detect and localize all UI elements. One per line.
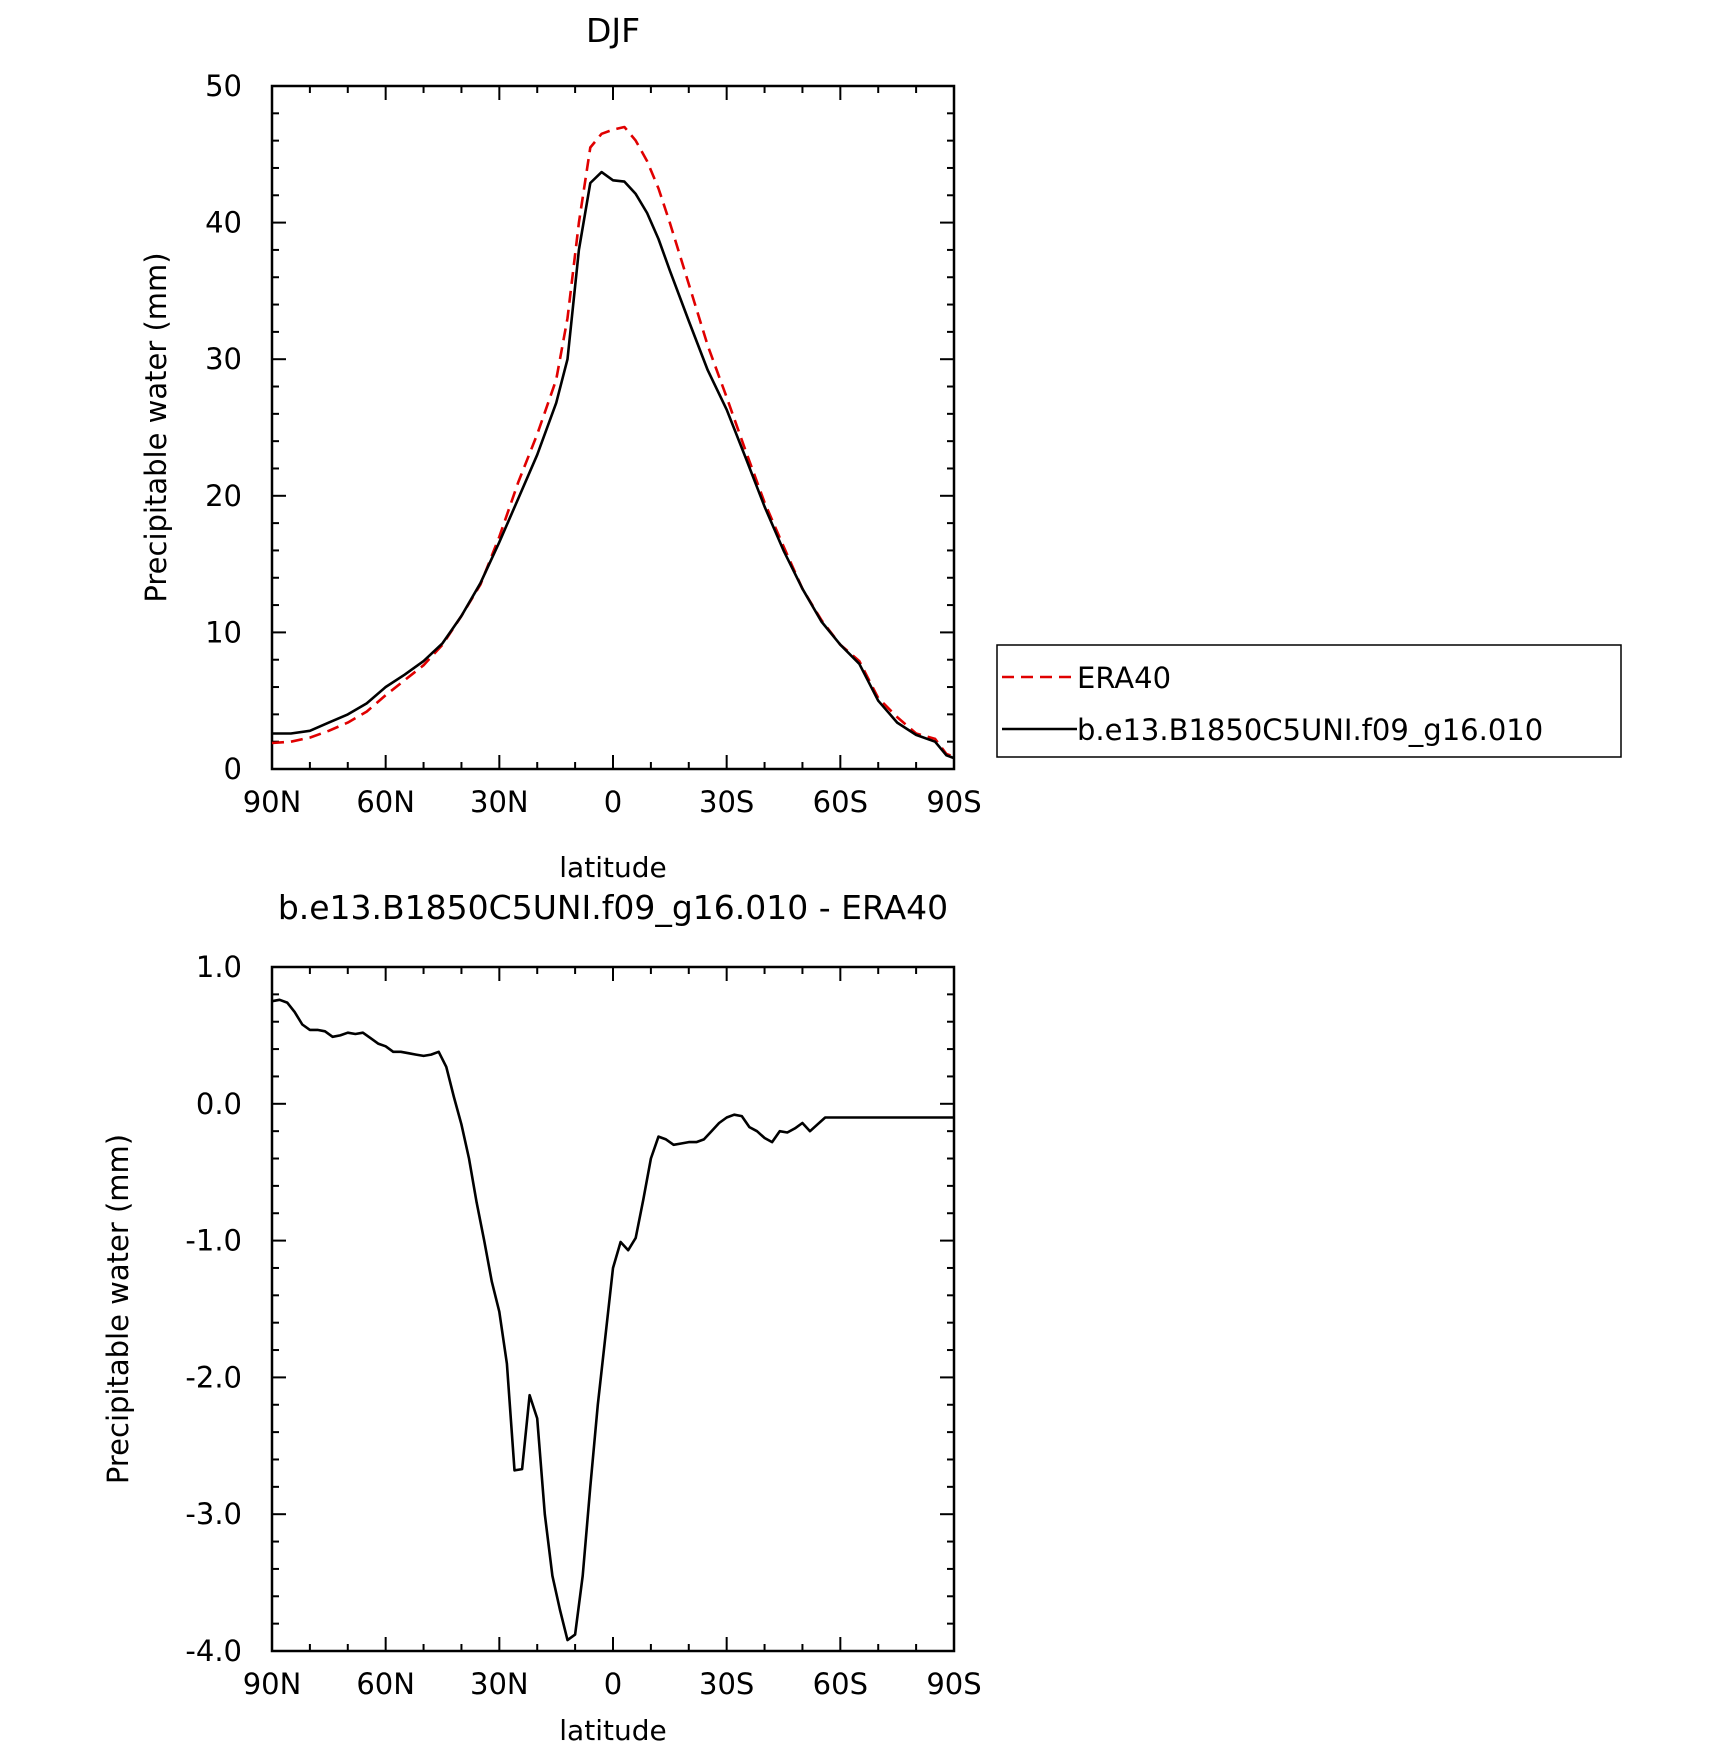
series-line-1 [271, 125, 955, 758]
x-axis-label: latitude [559, 1714, 666, 1745]
x-tick-label: 60N [356, 1667, 415, 1701]
y-tick-label: 10 [205, 615, 242, 649]
y-tick-label: 20 [205, 479, 242, 513]
y-tick-label: 40 [205, 206, 242, 240]
legend-box [996, 644, 1622, 758]
plot-frame [270, 965, 956, 1653]
y-tick-label: 30 [205, 342, 242, 376]
legend-label-1: ERA40 [1077, 661, 1171, 695]
y-tick-label: -2.0 [185, 1360, 242, 1394]
x-tick-label: 30S [699, 785, 754, 819]
x-tick-label: 60S [813, 785, 868, 819]
legend-label-2: b.e13.B1850C5UNI.f09_g16.010 [1077, 713, 1543, 747]
x-tick-label: 0 [604, 785, 622, 819]
chart-1 [270, 84, 1622, 771]
x-tick-label: 90N [243, 785, 302, 819]
x-axis-label: latitude [559, 851, 666, 884]
x-tick-label: 90N [243, 1667, 302, 1701]
x-tick-label: 30N [470, 1667, 529, 1701]
x-tick-label: 30N [470, 785, 529, 819]
y-tick-label: -4.0 [185, 1634, 242, 1668]
chart-title: DJF [586, 11, 640, 50]
x-tick-label: 0 [604, 1667, 622, 1701]
y-tick-label: -3.0 [185, 1497, 242, 1531]
x-tick-label: 90S [926, 785, 981, 819]
chart-2 [270, 965, 956, 1653]
plot-frame [270, 84, 956, 771]
y-tick-label: -1.0 [185, 1224, 242, 1258]
series-line-1 [271, 998, 954, 1642]
y-axis-label: Precipitable water (mm) [139, 252, 173, 602]
y-tick-label: 1.0 [196, 950, 242, 984]
x-tick-label: 60S [813, 1667, 868, 1701]
x-tick-label: 90S [926, 1667, 981, 1701]
x-tick-label: 30S [699, 1667, 754, 1701]
y-tick-label: 0 [224, 752, 242, 786]
y-axis-label: Precipitable water (mm) [101, 1134, 135, 1484]
series-line-2 [272, 170, 955, 760]
x-tick-label: 60N [356, 785, 415, 819]
y-tick-label: 0.0 [196, 1087, 242, 1121]
y-tick-label: 50 [205, 69, 242, 103]
chart-title: b.e13.B1850C5UNI.f09_g16.010 - ERA40 [278, 888, 948, 927]
